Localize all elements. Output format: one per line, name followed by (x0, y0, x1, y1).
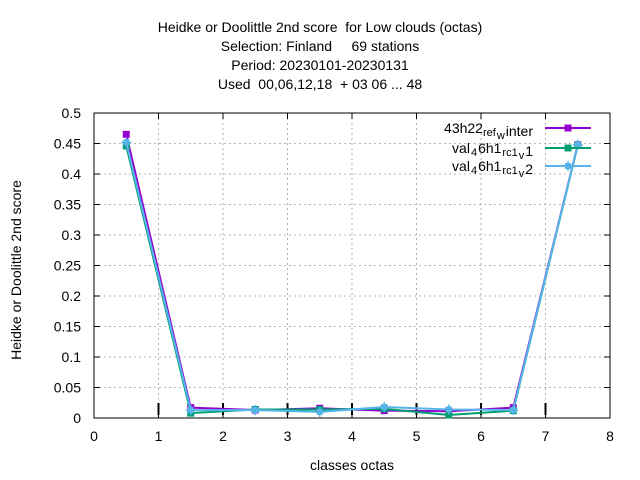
legend-label-part: val (452, 158, 470, 174)
legend-label-part: 6h1 (478, 140, 502, 156)
data-point (121, 137, 132, 148)
legend-entry-1: 43h22refwinter (444, 120, 591, 142)
y-tick-label: 0.5 (62, 105, 82, 121)
data-point (564, 124, 572, 132)
data-point (564, 144, 572, 152)
data-point (314, 406, 325, 417)
y-tick-label: 0.25 (54, 258, 81, 274)
title-line-2: Selection: Finland 69 stations (220, 38, 420, 54)
legend-label: val46h1rc1v1 (452, 140, 533, 162)
x-tick-label: 5 (413, 428, 421, 444)
y-tick-label: 0.2 (62, 288, 82, 304)
series-line (125, 142, 579, 413)
x-tick-label: 6 (477, 428, 485, 444)
legend-label-part: ref (483, 127, 497, 139)
data-point (379, 402, 390, 413)
x-tick-label: 2 (219, 428, 227, 444)
data-point (563, 161, 573, 171)
data-point (185, 405, 196, 416)
legend-label-part: 2 (525, 161, 533, 177)
y-tick-label: 0.1 (62, 349, 82, 365)
legend-label-part: rc1 (502, 147, 517, 159)
title-line-4: Used 00,06,12,18 + 03 06 ... 48 (217, 76, 423, 92)
legend-label: val46h1rc1v2 (452, 158, 533, 180)
y-tick-label: 0.15 (54, 319, 81, 335)
legend-entry-2: val46h1rc1v1 (452, 140, 591, 162)
y-tick-label: 0.45 (54, 136, 81, 152)
x-tick-label: 8 (606, 428, 614, 444)
x-tick-label: 0 (90, 428, 98, 444)
data-point (443, 404, 454, 415)
x-tick-label: 1 (155, 428, 163, 444)
legend-label-part: v (519, 168, 525, 180)
title-line-3: Period: 20230101-20230131 (231, 57, 409, 73)
legend-label-part: 1 (525, 143, 533, 159)
legend-label-part: inter (506, 123, 534, 139)
legend-label-part: rc1 (502, 165, 517, 177)
data-point (508, 405, 519, 416)
y-tick-label: 0.05 (54, 380, 81, 396)
y-tick-label: 0.4 (62, 166, 82, 182)
legend-label-part: 4 (471, 165, 477, 177)
data-point (445, 411, 453, 419)
x-tick-label: 3 (284, 428, 292, 444)
data-point (122, 130, 130, 138)
x-axis-label: classes octas (309, 457, 395, 473)
legend-label-part: 4 (471, 147, 477, 159)
legend-label-part: 43h22 (444, 120, 483, 136)
legend-label-part: v (519, 150, 525, 162)
y-tick-label: 0.35 (54, 197, 81, 213)
y-tick-label: 0 (73, 410, 81, 426)
data-point (250, 405, 261, 416)
x-tick-label: 7 (542, 428, 550, 444)
legend-label-part: w (496, 130, 505, 142)
legend-label: 43h22refwinter (444, 120, 533, 142)
legend-label-part: 6h1 (478, 158, 502, 174)
legend-label-part: val (452, 140, 470, 156)
y-tick-label: 0.3 (62, 227, 82, 243)
x-tick-label: 4 (348, 428, 356, 444)
title-line-1: Heidke or Doolittle 2nd score for Low cl… (157, 19, 483, 35)
legend-entry-3: val46h1rc1v2 (452, 158, 591, 180)
